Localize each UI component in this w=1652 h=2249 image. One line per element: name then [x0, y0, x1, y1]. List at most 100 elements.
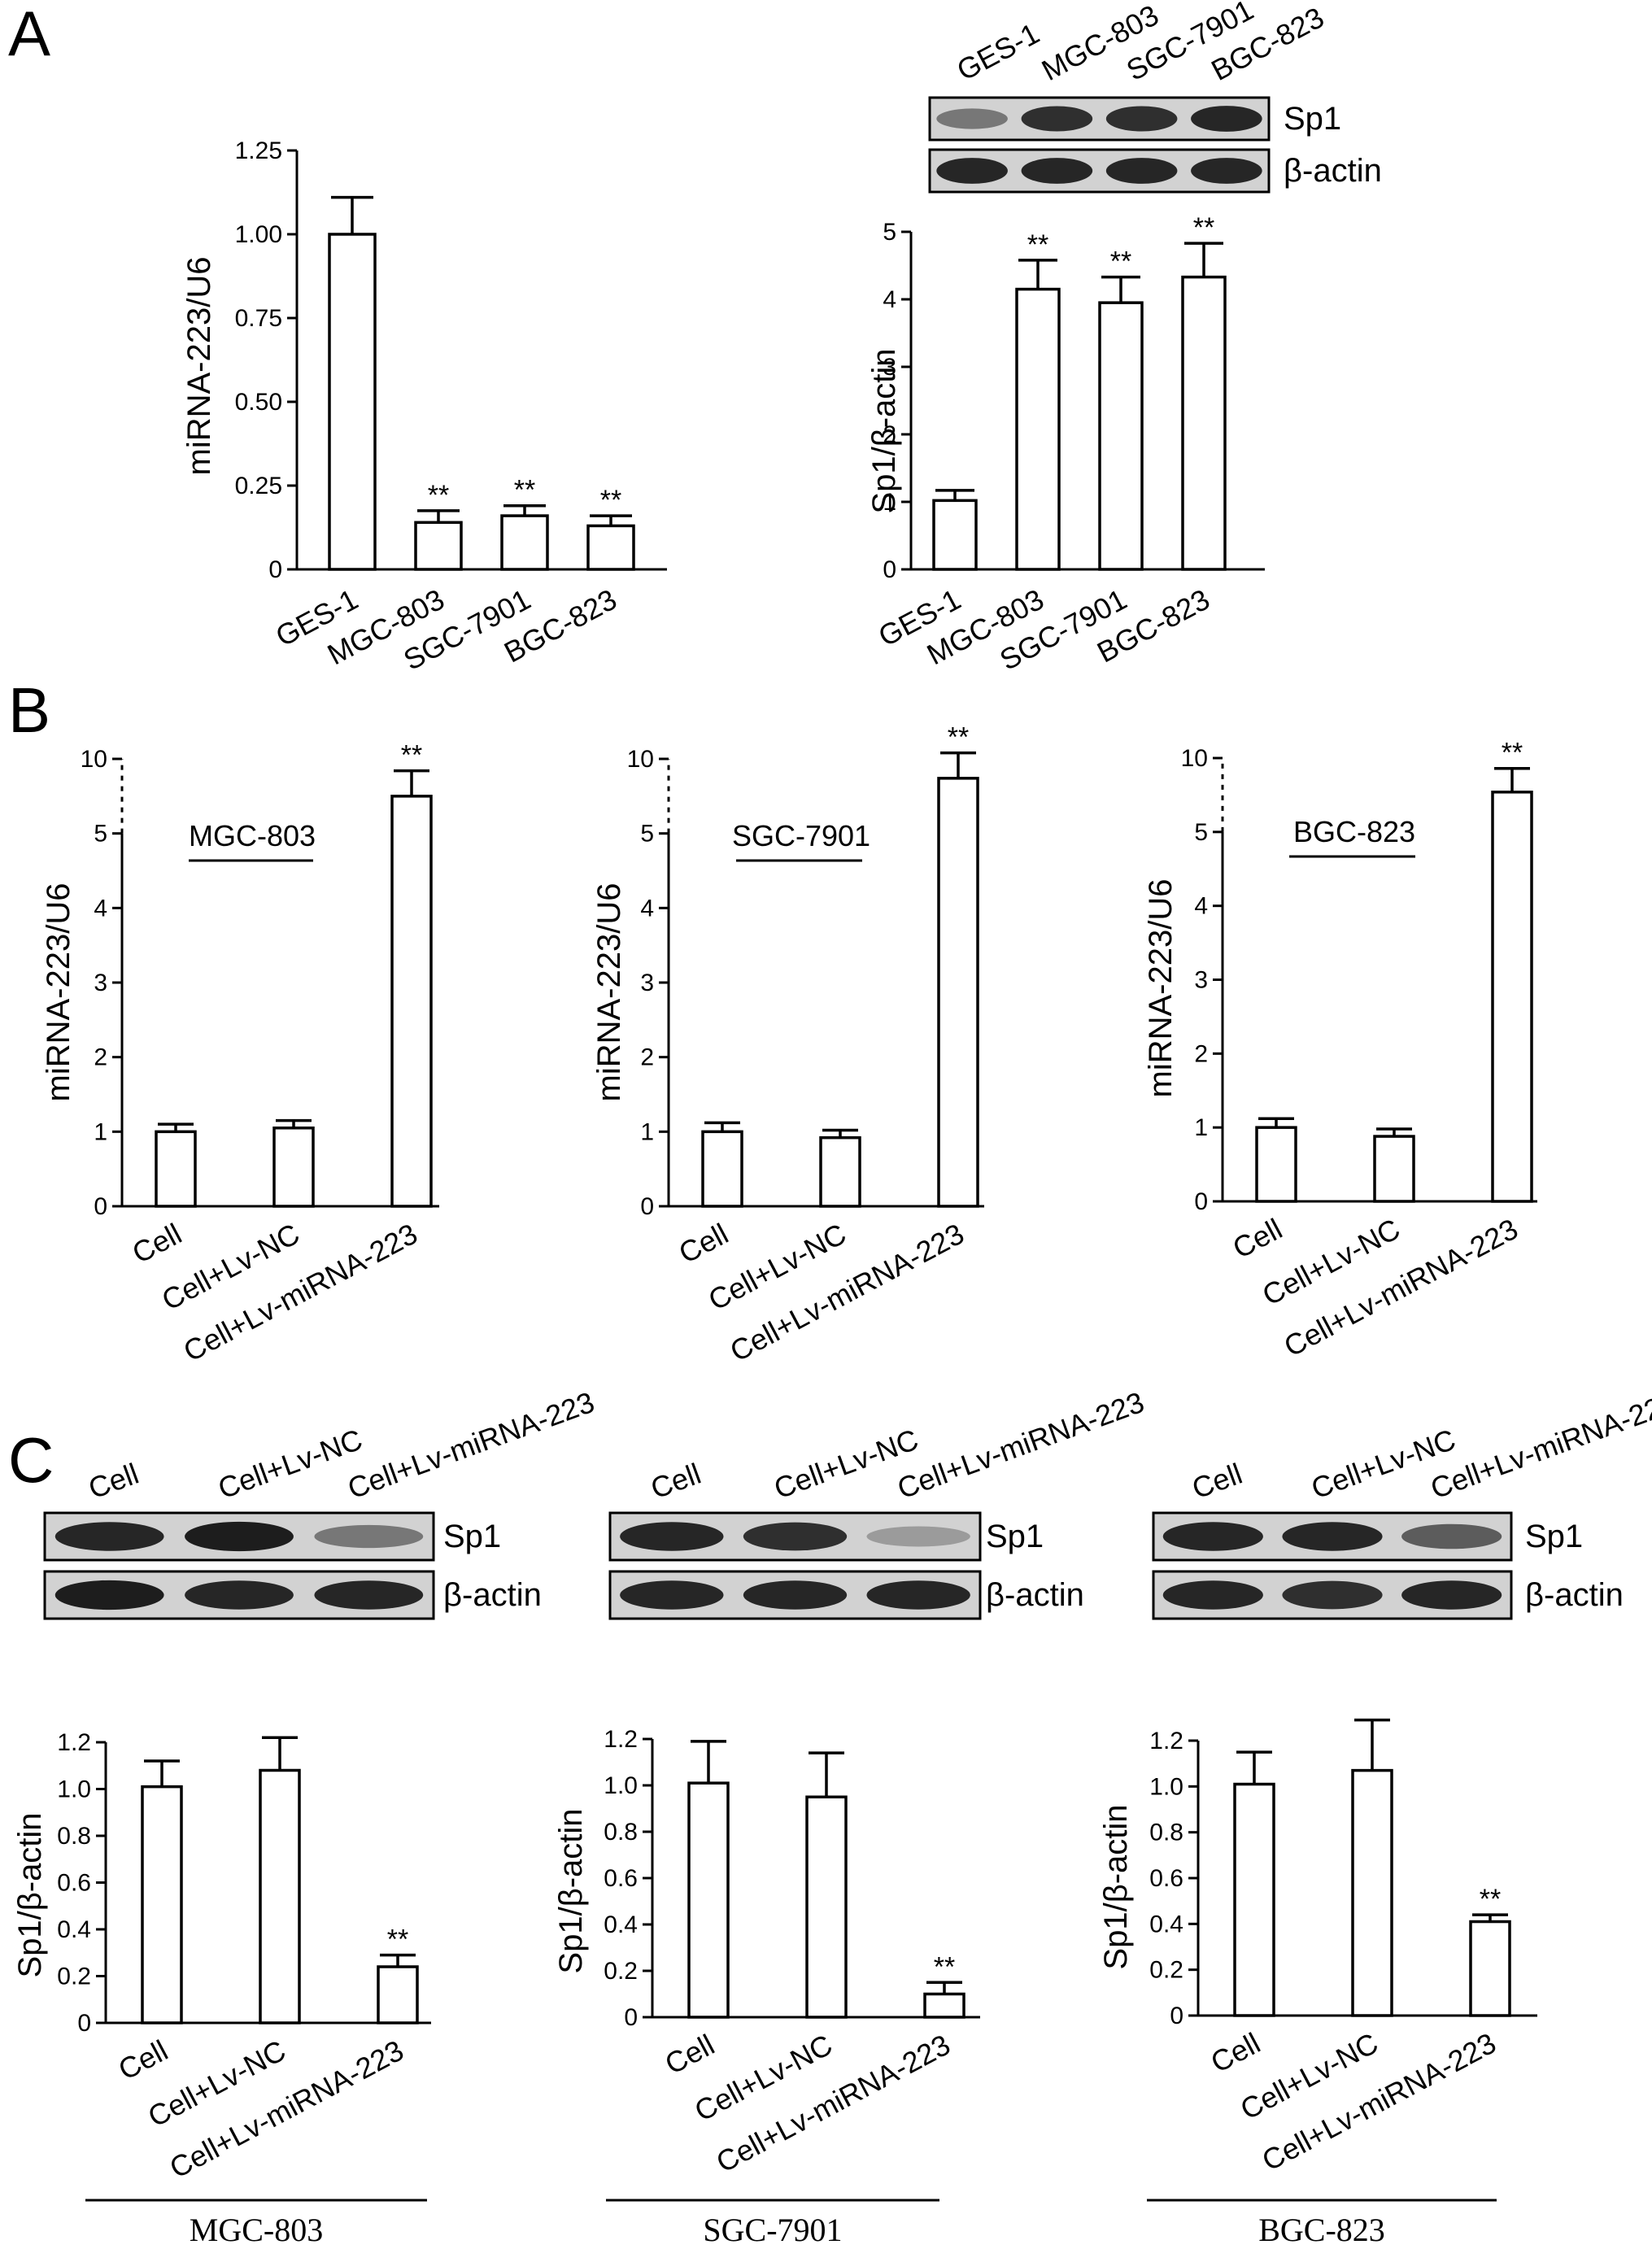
y-tick-label: 5 — [883, 219, 896, 246]
bar — [586, 524, 635, 571]
blot-band — [314, 1580, 424, 1610]
y-tick-label: 1.0 — [57, 1776, 91, 1803]
bar — [377, 1965, 419, 2025]
panel-letter-c: C — [8, 1424, 54, 1496]
bar — [1181, 275, 1227, 571]
panel-letter-a: A — [8, 0, 50, 69]
bar — [259, 1768, 301, 2025]
chart-b3: 01234510miRNA-223/U6CellCell+Lv-NC**Cell… — [1143, 738, 1537, 1363]
bar — [1098, 301, 1144, 571]
y-tick-label: 0.4 — [57, 1916, 91, 1943]
blot-band — [1105, 158, 1178, 184]
blot-band — [185, 1580, 294, 1610]
y-tick-label: 0.2 — [57, 1964, 91, 1990]
blot-band — [620, 1580, 724, 1610]
significance-mark: ** — [1110, 246, 1131, 277]
y-axis-label: miRNA-223/U6 — [41, 883, 76, 1102]
y-tick-label: 1.2 — [1149, 1728, 1183, 1754]
y-tick-label: 0.8 — [604, 1819, 638, 1846]
blot-lane-label: GES-1 — [952, 16, 1045, 87]
blot-band — [1105, 106, 1178, 132]
y-tick-label: 1.2 — [604, 1726, 638, 1753]
y-tick-label: 1.0 — [604, 1772, 638, 1799]
y-tick-label: 1.0 — [1149, 1773, 1183, 1800]
x-tick-label: Cell — [113, 2033, 173, 2086]
blot-band — [54, 1580, 164, 1610]
y-tick-label: 2 — [1194, 1040, 1208, 1067]
y-tick-label: 0 — [883, 556, 896, 583]
y-axis-label: miRNA-223/U6 — [591, 883, 627, 1102]
chart-title: SGC-7901 — [732, 819, 870, 852]
y-tick-label: 5 — [1194, 819, 1208, 846]
y-tick-label: 2 — [94, 1044, 107, 1071]
bar — [328, 233, 377, 571]
blot-band — [866, 1580, 970, 1610]
x-tick-label: Cell — [1227, 1212, 1288, 1265]
chart-c1: 00.20.40.60.81.01.2Sp1/β-actinCellCell+L… — [12, 1729, 431, 2248]
bar — [701, 1130, 743, 1208]
blot-band — [1401, 1580, 1502, 1610]
y-axis-label: miRNA-223/U6 — [181, 257, 217, 476]
x-tick-label: Cell — [127, 1217, 187, 1270]
bar — [687, 1781, 730, 2019]
blot-lane-label: Cell — [647, 1457, 705, 1506]
bar — [390, 795, 433, 1208]
y-tick-label: 3 — [640, 970, 654, 996]
y-tick-label: 1 — [1194, 1114, 1208, 1141]
y-tick-label: 2 — [883, 421, 896, 448]
bar — [1233, 1782, 1275, 2017]
bar — [1373, 1135, 1415, 1203]
y-tick-label: 0.2 — [1149, 1957, 1183, 1984]
blot-band — [1162, 1580, 1263, 1610]
charts-layer: 00.250.500.751.001.25miRNA-223/U6GES-1**… — [12, 137, 1537, 2248]
chart-c2: 00.20.40.60.81.01.2Sp1/β-actinCellCell+L… — [553, 1726, 980, 2248]
y-tick-label: 0.8 — [1149, 1820, 1183, 1846]
y-tick-label: 0 — [77, 2010, 91, 2037]
blot-band — [1191, 106, 1262, 132]
bar — [141, 1785, 183, 2025]
chart-title: MGC-803 — [189, 819, 316, 852]
y-tick-label: 0.50 — [235, 389, 282, 416]
blot-band — [743, 1522, 848, 1551]
bar — [932, 499, 978, 571]
blot-lane-label: Cell+Lv-miRNA-223 — [343, 1385, 599, 1506]
y-tick-label: 2 — [640, 1044, 654, 1071]
blot-band — [1021, 106, 1093, 132]
bar — [1469, 1920, 1511, 2017]
significance-mark: ** — [1027, 229, 1048, 260]
blot-lane-label: Cell — [84, 1457, 142, 1506]
blot-lane-label: Cell — [1188, 1457, 1246, 1506]
significance-mark: ** — [1193, 212, 1214, 243]
chart-b2: 01234510miRNA-223/U6CellCell+Lv-NC**Cell… — [591, 722, 984, 1368]
blot-row-label: Sp1 — [443, 1519, 501, 1554]
y-axis-label: Sp1/β-actin — [1098, 1804, 1134, 1969]
y-tick-label: 0.8 — [57, 1823, 91, 1850]
western-blot-blotc2: Cell Cell+Lv-NCCell+Lv-miRNA-223Sp1β-acti… — [608, 1385, 1149, 1620]
blot-band — [620, 1522, 724, 1551]
blot-band — [185, 1521, 294, 1552]
y-tick-label: 10 — [1181, 745, 1208, 772]
bar — [155, 1130, 197, 1208]
y-axis-label: Sp1/β-actin — [866, 348, 902, 513]
blot-row-label: β-actin — [1525, 1577, 1624, 1613]
blot-band — [743, 1580, 848, 1610]
bar — [272, 1127, 315, 1208]
y-tick-label: 1 — [883, 489, 896, 516]
y-tick-label: 0 — [640, 1193, 654, 1220]
bar — [414, 521, 463, 571]
blots-layer: GES-1MGC-803SGC-7901BGC-823Sp1β-actinCel… — [43, 0, 1652, 1620]
significance-mark: ** — [401, 740, 422, 771]
significance-mark: ** — [387, 1924, 408, 1955]
x-tick-label: Cell — [673, 1217, 734, 1270]
blot-row-label: Sp1 — [1284, 101, 1341, 137]
chart-a2: 012345Sp1/β-actinGES-1**MGC-803**SGC-790… — [866, 212, 1265, 677]
group-label: BGC-823 — [1258, 2212, 1385, 2248]
y-tick-label: 1.25 — [235, 137, 282, 164]
bar — [937, 777, 979, 1208]
blot-band — [54, 1522, 164, 1551]
y-tick-label: 4 — [1194, 893, 1208, 920]
y-tick-label: 0 — [1194, 1188, 1208, 1215]
bar — [1015, 287, 1061, 571]
y-tick-label: 0.6 — [1149, 1865, 1183, 1892]
